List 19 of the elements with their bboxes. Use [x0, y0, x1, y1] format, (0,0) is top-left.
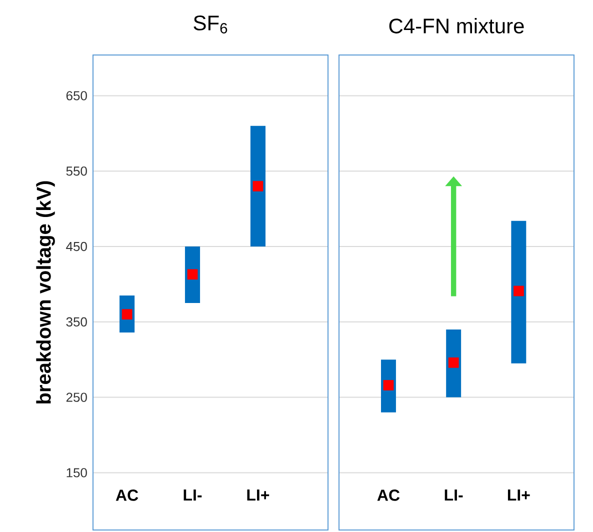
y-tick-label: 350 — [66, 317, 87, 326]
y-tick-label: 650 — [66, 91, 87, 100]
x-tick-label: LI+ — [247, 490, 270, 501]
y-tick-label: 550 — [66, 166, 87, 176]
y-tick-label: 150 — [66, 468, 87, 478]
y-tick-label: 450 — [66, 242, 87, 252]
y-axis-title: breakdown voltage (kV) — [36, 181, 55, 404]
bar — [250, 126, 266, 247]
y-tick-label: 250 — [66, 392, 87, 402]
chart-title: C4-FN mixture — [389, 18, 524, 34]
point — [187, 269, 198, 280]
chart-title: SF$_{6}$ — [194, 16, 228, 34]
x-tick-label: LI- — [444, 490, 463, 501]
x-tick-label: LI+ — [508, 490, 530, 501]
point — [122, 309, 132, 320]
point — [252, 180, 264, 192]
x-tick-label: AC — [116, 490, 138, 501]
x-tick-label: LI- — [184, 490, 202, 501]
x-tick-label: AC — [377, 490, 400, 501]
